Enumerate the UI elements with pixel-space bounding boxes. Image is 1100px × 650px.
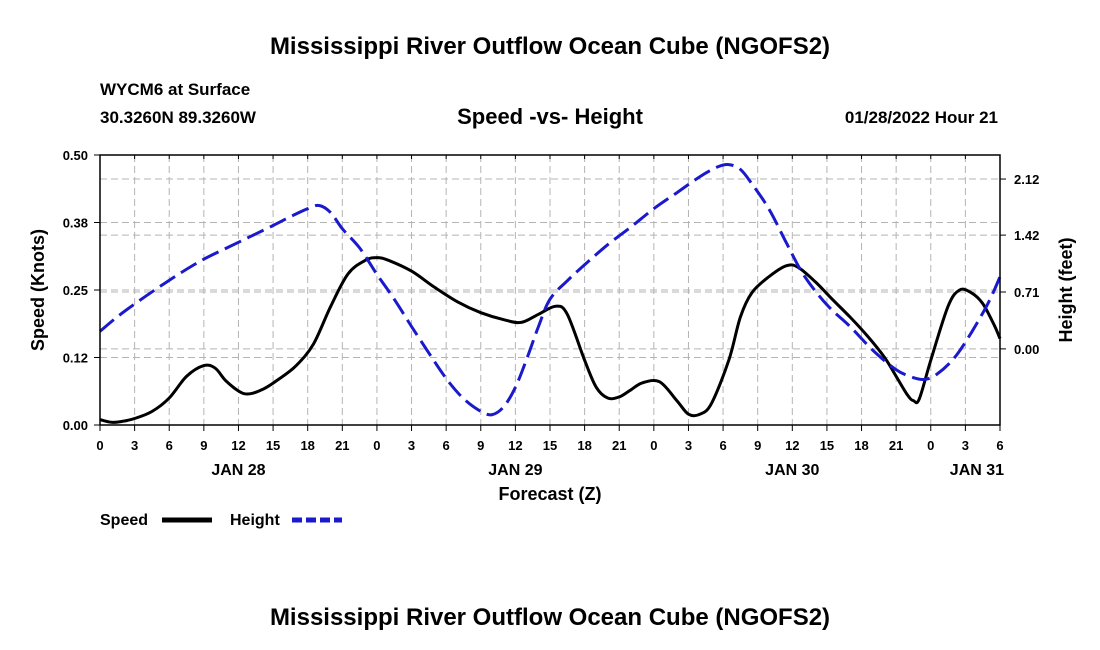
x-tick-label: 9 [754,438,761,453]
x-axis-label: Forecast (Z) [498,484,601,504]
series-group [99,163,1002,424]
x-tick-label: 21 [335,438,349,453]
x-date-label: JAN 28 [211,462,265,479]
gridlines [100,154,1000,425]
y-right-tick-label: 2.12 [1014,172,1039,187]
legend-speed-label: Speed [100,512,148,529]
x-tick-label: 0 [927,438,934,453]
x-tick-label: 12 [231,438,245,453]
x-tick-label: 0 [96,438,103,453]
x-tick-label: 9 [477,438,484,453]
y-axis-left-label: Speed (Knots) [28,229,48,351]
chart-subtitle: Speed -vs- Height [457,104,643,129]
series-line-height [99,163,1002,417]
series-line-speed [99,256,1002,424]
y-right-tick-label: 0.71 [1014,285,1039,300]
y-right-tick-label: 1.42 [1014,228,1039,243]
x-tick-label: 0 [650,438,657,453]
x-date-label: JAN 29 [488,462,542,479]
axes-group: 0 3 6 9 12 15 18 21 0 3 6 9 12 15 18 21 0 3 6 9 12 15 18 21 0 3 6 0… [63,148,1040,479]
x-tick-label: 3 [408,438,415,453]
x-tick-label: 3 [131,438,138,453]
y-left-tick-label: 0.38 [63,216,88,231]
x-tick-label: 18 [577,438,591,453]
y-left-tick-label: 0.50 [63,148,88,163]
x-tick-label: 9 [200,438,207,453]
y-right-tick-label: 0.00 [1014,342,1039,357]
y-axis-right-label: Height (feet) [1056,238,1076,343]
x-tick-label: 18 [854,438,868,453]
chart-title-bottom: Mississippi River Outflow Ocean Cube (NG… [270,604,830,631]
x-tick-label: 15 [266,438,280,453]
x-date-label: JAN 31 [950,462,1004,479]
x-date-label: JAN 30 [765,462,819,479]
x-tick-label: 12 [508,438,522,453]
x-tick-label: 3 [685,438,692,453]
x-tick-label: 6 [719,438,726,453]
x-tick-label: 21 [889,438,903,453]
chart-title-top: Mississippi River Outflow Ocean Cube (NG… [270,33,830,60]
coordinates-label: 30.3260N 89.3260W [100,108,257,127]
legend: Speed Height [100,512,342,529]
x-tick-label: 15 [543,438,557,453]
x-tick-label: 6 [166,438,173,453]
x-tick-label: 18 [300,438,314,453]
legend-height-label: Height [230,512,280,529]
y-left-tick-label: 0.12 [63,351,88,366]
x-tick-label: 15 [820,438,834,453]
y-left-tick-label: 0.25 [63,283,88,298]
x-tick-label: 6 [443,438,450,453]
station-label: WYCM6 at Surface [100,80,250,99]
x-tick-label: 0 [373,438,380,453]
x-tick-label: 6 [996,438,1003,453]
y-left-tick-label: 0.00 [63,418,88,433]
x-tick-label: 12 [785,438,799,453]
x-tick-label: 3 [962,438,969,453]
x-tick-label: 21 [612,438,626,453]
datetime-label: 01/28/2022 Hour 21 [845,108,998,127]
